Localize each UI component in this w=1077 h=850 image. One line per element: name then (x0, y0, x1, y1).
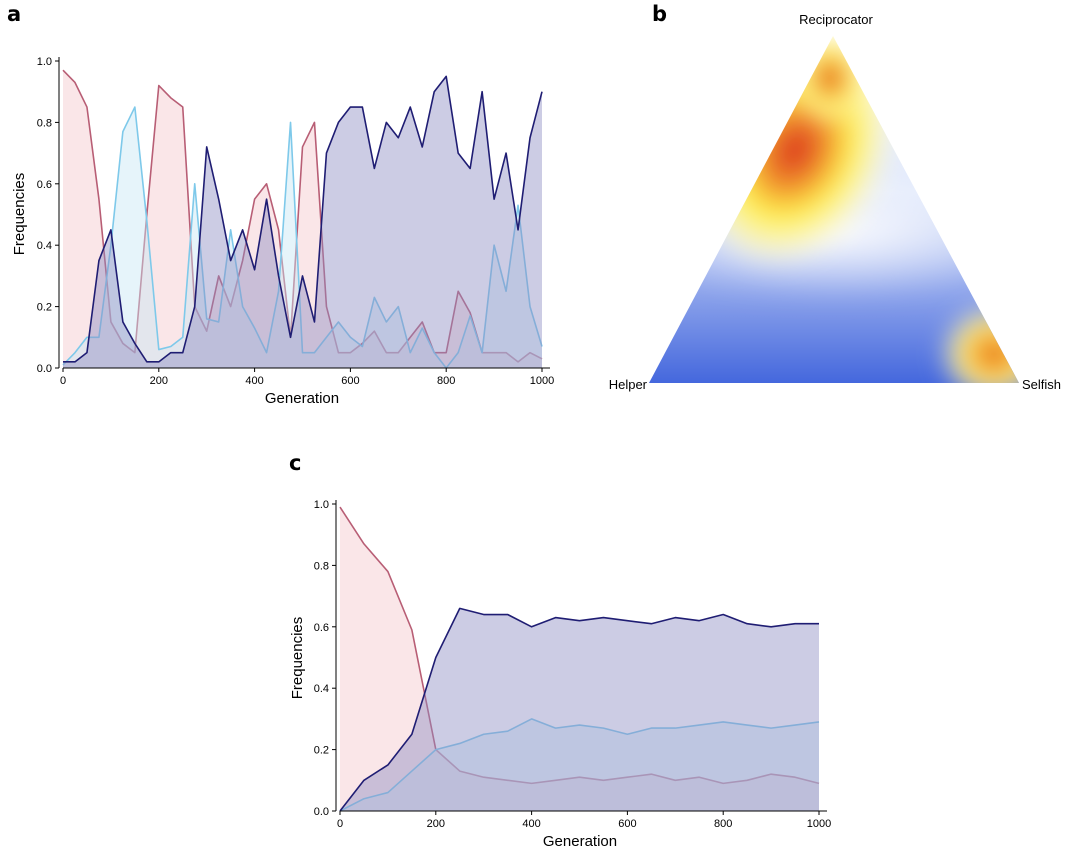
panel-a-helper-area (63, 70, 542, 369)
panel-c-xtick-label: 600 (618, 818, 636, 830)
panel-c-plot: 0 200 400 600 800 1000 0.0 0.2 0.4 0.6 0.8 1.0 (314, 499, 832, 830)
panel-a-selfish-area (63, 107, 542, 369)
panel-c-xtick-label: 0 (337, 818, 343, 830)
panel-label-c: c (289, 451, 302, 475)
panel-c-selfish-area (340, 718, 819, 811)
panel-a-selfish-line (62, 106, 543, 369)
panel-c-ytick-label: 0.6 (314, 622, 329, 634)
vertex-label-reciprocator: Reciprocator (799, 12, 873, 27)
panel-a-xtick-label: 1000 (530, 375, 554, 387)
panel-a-xtick-label: 800 (437, 375, 455, 387)
vertex-label-helper: Helper (609, 377, 648, 392)
panel-a-reciprocator-area (63, 76, 542, 368)
panel-c-xtick-label: 200 (427, 818, 445, 830)
panel-c-xlabel: Generation (543, 833, 617, 850)
panel-a-ytick-label: 0.8 (37, 117, 52, 129)
panel-c-helper-area (340, 507, 819, 811)
panel-c-selfish-line (339, 718, 820, 812)
panel-a-xtick-label: 200 (150, 375, 168, 387)
panel-c-reciprocator-area (340, 608, 819, 811)
panel-a-ylabel: Frequencies (11, 173, 28, 256)
panel-c-ytick-label: 0.8 (314, 560, 329, 572)
panel-a-ytick-label: 0.2 (37, 302, 52, 314)
panel-label-a: a (7, 2, 22, 26)
panel-a-xtick-label: 0 (60, 375, 66, 387)
panel-a-xlabel: Generation (265, 390, 339, 407)
panel-a-xtick-label: 600 (341, 375, 359, 387)
panel-b-simplex (649, 36, 1019, 383)
panel-c-reciprocator-line (339, 607, 819, 812)
panel-c-xtick-label: 1000 (807, 818, 831, 830)
panel-a-reciprocator-line (63, 75, 543, 363)
vertex-label-selfish: Selfish (1022, 377, 1061, 392)
panel-a-ytick-label: 0.6 (37, 179, 52, 191)
panel-c-ytick-label: 0.0 (314, 806, 329, 818)
panel-a-helper-line (62, 69, 543, 363)
panel-c-ytick-label: 0.4 (314, 683, 329, 695)
panel-c-ylabel: Frequencies (289, 617, 306, 700)
panel-c-ytick-label: 1.0 (314, 499, 329, 511)
panel-a-ytick-label: 0.4 (37, 240, 52, 252)
panel-a-xtick-label: 400 (245, 375, 263, 387)
panel-c-xtick-label: 800 (714, 818, 732, 830)
panel-c-xtick-label: 400 (522, 818, 540, 830)
panel-a-ytick-label: 0.0 (37, 363, 52, 375)
panel-c-ytick-label: 0.2 (314, 745, 329, 757)
panel-a-plot: 0 200 400 600 800 1000 0.0 0.2 0.4 0.6 0.8 1.0 (37, 56, 555, 387)
panel-a-ytick-label: 1.0 (37, 56, 52, 68)
panel-label-b: b (652, 2, 668, 26)
panel-c-helper-line (339, 506, 820, 785)
